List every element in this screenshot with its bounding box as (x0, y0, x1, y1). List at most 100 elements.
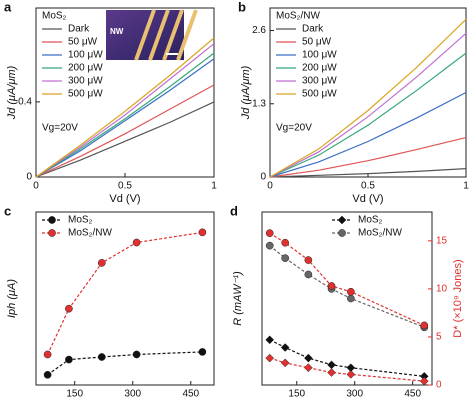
series-line (269, 137, 467, 178)
marker (420, 321, 429, 330)
inset-electrode (176, 9, 198, 61)
marker (347, 294, 355, 303)
legend-label: 200 μW (302, 63, 337, 74)
x-tick-label: 150 (288, 389, 305, 400)
legend-label: 300 μW (68, 76, 103, 87)
series-line (35, 52, 215, 178)
panel-label: c (4, 203, 11, 218)
series-line (269, 32, 467, 178)
annotation: Vg=20V (276, 123, 312, 134)
y-axis-label: Iph (μA) (6, 279, 18, 318)
legend-title: MoS₂ (42, 11, 67, 22)
y-tick-label: 0.4 (18, 97, 32, 108)
x-tick-label: 300 (124, 389, 141, 400)
plot-frame (35, 211, 215, 386)
marker (280, 358, 290, 368)
marker (281, 254, 290, 262)
marker (65, 304, 73, 313)
marker (327, 282, 336, 290)
legend-label: 500 μW (302, 89, 337, 100)
marker (265, 353, 275, 363)
plot-frame (261, 211, 433, 386)
marker (265, 229, 274, 237)
legend-label: 200 μW (68, 63, 103, 74)
y2-tick-label: 10 (436, 284, 448, 295)
x-tick-label: 450 (404, 389, 421, 400)
marker (327, 368, 336, 377)
series-line (35, 58, 215, 178)
y-tick-label: 0 (26, 172, 32, 183)
marker (97, 353, 106, 361)
series-line (47, 231, 203, 355)
marker (281, 238, 290, 247)
y2-tick-label: 0 (436, 380, 442, 391)
series-line (47, 351, 203, 376)
x-tick-label: 0 (267, 181, 273, 192)
panel-label: d (230, 203, 238, 218)
x-tick-label: 0 (33, 181, 39, 192)
marker (304, 256, 313, 264)
marker (43, 350, 52, 359)
marker (43, 370, 52, 379)
x-tick-label: 1 (211, 181, 217, 192)
legend-label: MoS₂ (68, 215, 93, 226)
marker (198, 348, 207, 356)
marker (97, 259, 106, 267)
legend-label: 100 μW (302, 50, 337, 61)
x-tick-label: 300 (346, 389, 363, 400)
series-line (35, 84, 215, 178)
series-line (269, 91, 467, 178)
x-axis-label: Vd (V) (109, 193, 140, 205)
x-tick-label: 0.5 (361, 181, 375, 192)
y-axis-label: Jd (μA/μm) (240, 65, 252, 120)
series-line (269, 357, 425, 382)
y2-tick-label: 15 (436, 235, 448, 246)
legend-label: 300 μW (302, 76, 337, 87)
y2-tick-label: 5 (436, 332, 442, 343)
series-line (35, 101, 215, 178)
marker (327, 360, 336, 370)
annotation: Vg=20V (42, 123, 78, 134)
inset-electrode (148, 9, 170, 61)
y-tick-label: 2.6 (252, 25, 266, 36)
marker (65, 355, 73, 364)
legend-label: MoS₂ (358, 215, 383, 226)
series-line (35, 43, 215, 178)
x-tick-label: 450 (182, 389, 199, 400)
x-tick-label: 150 (66, 389, 83, 400)
marker (304, 270, 313, 279)
series-line (269, 52, 467, 178)
y2-axis-label: D* (×10⁹ Jones) (452, 259, 464, 337)
marker (265, 241, 274, 250)
marker (337, 215, 347, 225)
marker (198, 228, 207, 237)
y-tick-label: 0 (260, 172, 266, 183)
legend-label: Dark (302, 24, 324, 35)
legend-label: 500 μW (68, 89, 103, 100)
inset-label: NW (110, 27, 124, 36)
series-line (269, 18, 467, 178)
marker (48, 216, 56, 224)
series-line (269, 232, 425, 326)
legend-label: Dark (68, 24, 90, 35)
plot-frame (269, 7, 467, 178)
legend-title: MoS₂/NW (276, 11, 320, 22)
y-axis-label: Jd (μA/μm) (6, 65, 18, 120)
marker (132, 350, 141, 359)
marker (304, 363, 313, 373)
x-tick-label: 1 (463, 181, 469, 192)
series-line (35, 37, 215, 178)
legend-label: 100 μW (68, 50, 103, 61)
marker (265, 335, 275, 345)
series-line (269, 339, 425, 377)
marker (280, 343, 290, 352)
marker (338, 229, 346, 237)
inset-electrode (162, 9, 184, 61)
y-tick-label: 1.3 (252, 98, 266, 109)
marker (304, 353, 313, 363)
y-axis-label: R (mAW⁻¹) (232, 271, 244, 326)
inset: NW (106, 9, 198, 61)
marker (48, 229, 56, 237)
legend-label: MoS₂/NW (68, 228, 112, 239)
